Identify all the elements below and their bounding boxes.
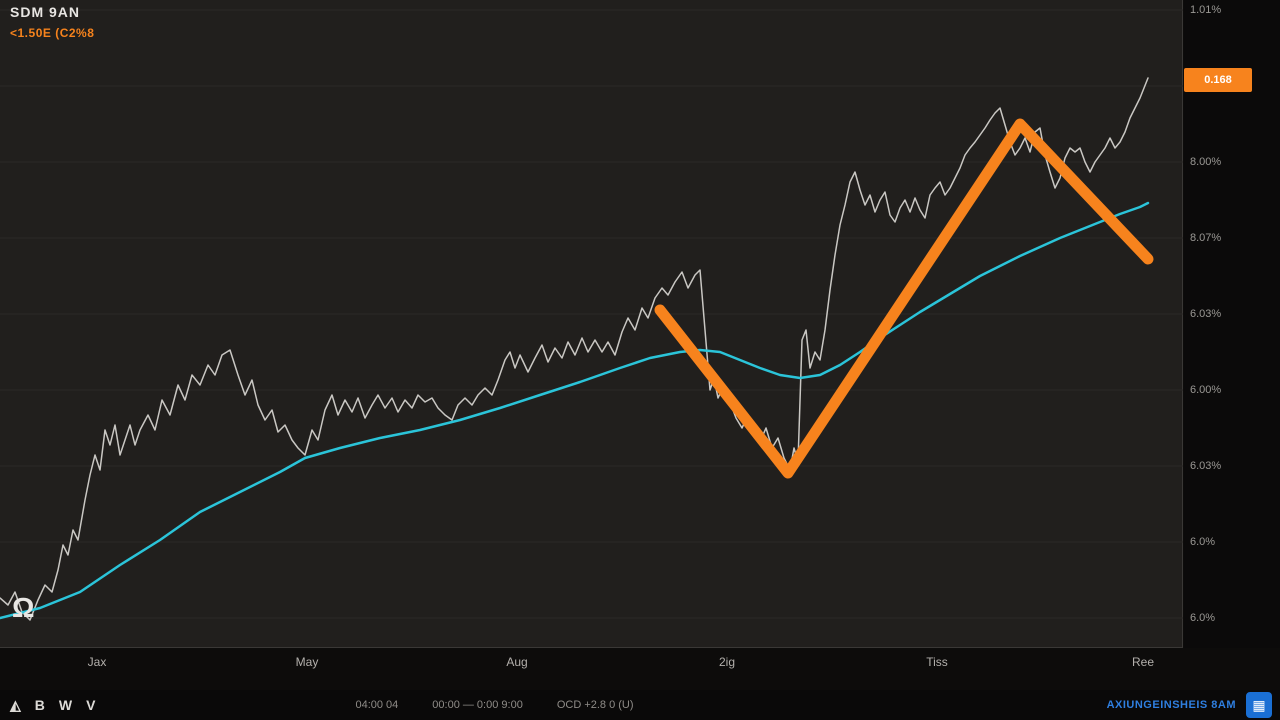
axis-tick-label: 6.03%	[1190, 308, 1222, 320]
axis-tick-label: 6.0%	[1190, 536, 1216, 548]
change-summary-text: OCD +2.8 0 (U)	[556, 699, 634, 711]
brand-logo-icon[interactable]: ▦	[1246, 692, 1272, 718]
price-change-readout: <1.50E (C2%8	[10, 26, 95, 40]
axis-tick-label: 8.00%	[1190, 156, 1222, 168]
axis-tick-label: 6.0%	[1190, 612, 1216, 624]
drawing-tools: ◭ B W V	[10, 698, 95, 712]
logo-watermark-icon: Ω	[12, 592, 35, 623]
chart-plot-area[interactable]: SDM 9AN <1.50E (C2%8 Ω	[0, 0, 1183, 648]
tool-icon-1[interactable]: ◭	[10, 697, 21, 713]
tool-icon-4[interactable]: V	[86, 697, 96, 713]
time-axis-label: Tiss	[926, 655, 948, 669]
time-range-text: 00:00 — 0:00 9:00	[432, 699, 523, 711]
brand-link[interactable]: AXIUNGEINSHEIS 8AM	[1106, 699, 1236, 711]
session-time-text: 04:00 04	[355, 699, 399, 711]
time-axis-label: Aug	[506, 655, 528, 669]
bottom-toolbar: ◭ B W V 04:00 04 00:00 — 0:00 9:00 OCD +2.8…	[0, 690, 1280, 720]
trend-annotation-line[interactable]	[654, 118, 1154, 479]
tool-icon-2[interactable]: B	[34, 697, 45, 713]
brand-area: AXIUNGEINSHEIS 8AM ▦	[1107, 692, 1272, 718]
axis-tick-label: 8.07%	[1190, 232, 1222, 244]
price-axis[interactable]: 0.168 1.01% 8.00% 8.07% 6.03% 6.00% 6.03% 6.0%…	[1184, 0, 1280, 648]
ticker-symbol: SDM 9AN	[10, 4, 81, 20]
time-axis-label: 2ig	[718, 655, 736, 669]
last-price-tag: 0.168	[1184, 68, 1252, 92]
time-axis-label: Jax	[87, 655, 107, 669]
time-axis[interactable]: Jax May Aug 2ig Tiss Ree	[0, 649, 1183, 687]
time-axis-label: Ree	[1131, 655, 1155, 669]
axis-tick-label: 6.00%	[1190, 384, 1222, 396]
time-axis-label: May	[295, 655, 319, 669]
chart-header: SDM 9AN <1.50E (C2%8	[10, 4, 94, 40]
axis-tick-label: 6.03%	[1190, 460, 1222, 472]
chart-canvas[interactable]	[0, 0, 1183, 648]
tool-icon-3[interactable]: W	[58, 697, 73, 713]
price-line	[0, 77, 1149, 621]
moving-average-line	[0, 201, 1150, 620]
axis-tick-label: 1.01%	[1190, 4, 1222, 16]
